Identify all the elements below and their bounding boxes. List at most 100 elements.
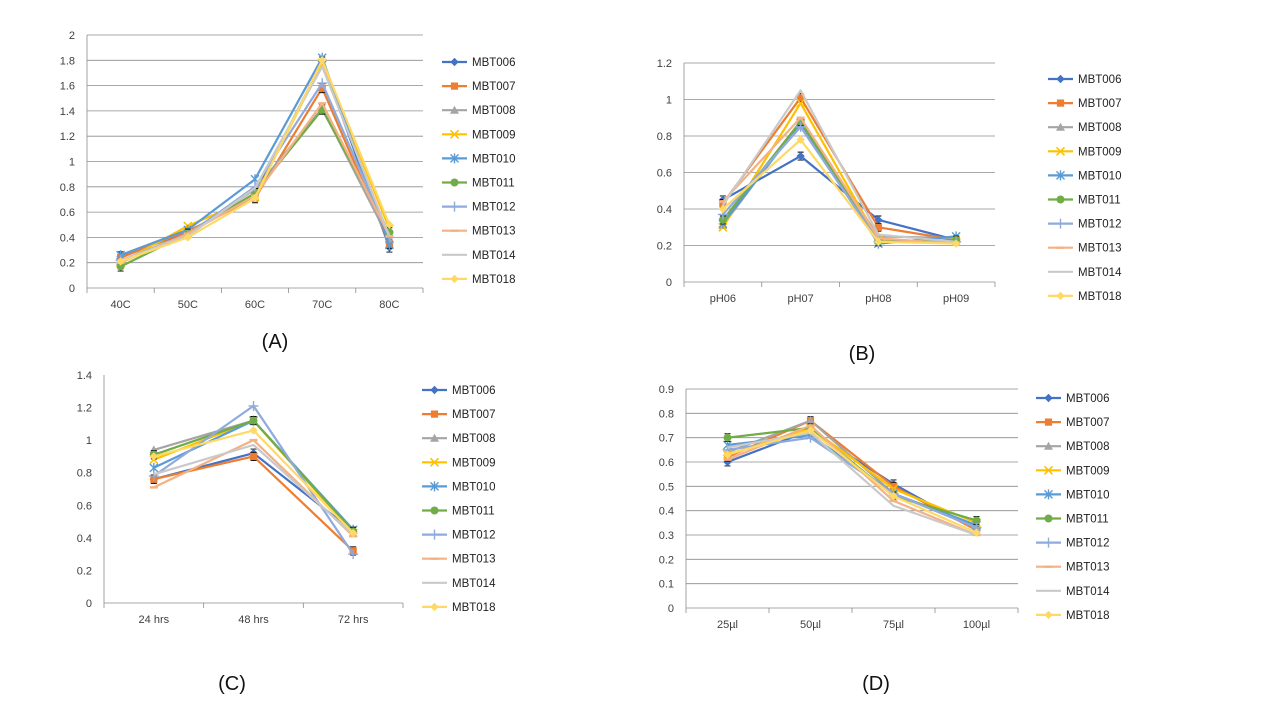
legend-item: MBT018 (422, 602, 495, 614)
x-tick-label: 50µl (800, 619, 821, 631)
chart-a: 0 0.2 0.4 0.6 0.8 1 1.2 1.4 1.6 1.8 2 40C 50C 60C 70C 8… (60, 30, 516, 311)
y-tick-label: 0.6 (659, 457, 674, 469)
legend-marker (450, 82, 459, 90)
legend-label: MBT008 (452, 433, 495, 445)
chart-d: 0 0.1 0.2 0.3 0.4 0.5 0.6 0.7 0.8 0.9 25µl 50µl 75µl… (659, 384, 1110, 631)
legend-item: MBT018 (1048, 291, 1121, 303)
legend-item: MBT009 (422, 457, 495, 469)
legend-label: MBT013 (452, 554, 495, 566)
legend-marker (1055, 146, 1066, 156)
data-point (796, 151, 805, 161)
x-tick-label: 80C (379, 299, 399, 311)
x-tick-label: pH09 (943, 293, 969, 305)
series-mbt018 (149, 426, 358, 538)
legend-marker (1056, 122, 1065, 131)
legend-item: MBT009 (1036, 465, 1109, 477)
chart-c: 0 0.2 0.4 0.6 0.8 1 1.2 1.4 24 hrs 48 hrs 72 hrs MB… (77, 370, 496, 626)
legend-marker (430, 481, 439, 492)
series-line (153, 419, 355, 533)
legend-label: MBT013 (1078, 243, 1121, 255)
legend-label: MBT009 (472, 129, 515, 141)
data-point (796, 135, 805, 144)
series-line (153, 419, 355, 531)
legend-item: MBT006 (1036, 393, 1109, 405)
y-tick-label: 0.2 (659, 554, 674, 566)
legend-label: MBT007 (1066, 417, 1109, 429)
data-point (250, 193, 260, 203)
legend-item: MBT011 (1036, 514, 1109, 526)
legend-label: MBT014 (1078, 267, 1122, 279)
series-line (153, 443, 354, 536)
data-point (248, 400, 259, 411)
legend-label: MBT011 (1066, 514, 1109, 526)
data-point (249, 426, 258, 435)
data-point (116, 257, 125, 266)
legend-label: MBT006 (1078, 74, 1121, 86)
series-mbt014 (120, 65, 391, 262)
y-tick-label: 0.2 (60, 258, 75, 270)
x-tick-label: 40C (111, 299, 131, 311)
y-tick-label: 1.8 (60, 55, 75, 67)
y-tick-label: 0.8 (60, 182, 75, 194)
legend-marker (430, 385, 439, 395)
legend-item: MBT008 (422, 433, 495, 445)
legend-label: MBT014 (1066, 586, 1110, 598)
legend-item: MBT010 (422, 481, 495, 493)
x-tick-label: 50C (178, 299, 198, 311)
series-line (727, 431, 977, 537)
legend-label: MBT009 (1066, 465, 1109, 477)
legend-marker (1056, 170, 1065, 181)
legend-marker (1043, 537, 1054, 548)
panel-label-a: (A) (262, 331, 289, 353)
data-point (148, 470, 159, 481)
panel-label-d: (D) (862, 673, 890, 695)
series-line (722, 155, 957, 242)
data-point (797, 94, 805, 102)
legend-marker (1044, 441, 1053, 450)
y-tick-label: 0.2 (657, 241, 672, 253)
legend-label: MBT014 (452, 578, 496, 590)
series-line (721, 89, 957, 243)
legend-label: MBT006 (452, 385, 495, 397)
legend-item: MBT014 (1048, 267, 1122, 279)
data-point (806, 416, 815, 425)
series-line (722, 96, 957, 242)
legend-label: MBT013 (472, 226, 515, 238)
legend-label: MBT012 (452, 530, 495, 542)
x-tick-label: 60C (245, 299, 265, 311)
legend-marker (430, 602, 439, 612)
y-tick-label: 0.8 (659, 408, 674, 420)
legend-item: MBT018 (1036, 610, 1109, 622)
data-point (889, 491, 898, 501)
panel-label-b: (B) (849, 343, 876, 365)
y-tick-label: 1.6 (60, 81, 75, 93)
series-line (722, 116, 957, 245)
legend-item: MBT006 (422, 385, 495, 397)
legend-label: MBT009 (1078, 146, 1121, 158)
series-line (727, 429, 977, 534)
legend-label: MBT013 (1066, 562, 1109, 574)
legend-marker (450, 153, 459, 164)
legend: MBT006 MBT007 MBT008 MBT009 MBT010 MBT011 MBT0… (1048, 74, 1122, 303)
legend-label: MBT011 (472, 178, 515, 190)
legend-item: MBT008 (442, 105, 515, 117)
legend-item: MBT012 (422, 530, 495, 542)
data-point (348, 549, 359, 560)
y-tick-label: 0.3 (659, 530, 674, 542)
legend-item: MBT011 (442, 178, 515, 190)
series-mbt018 (116, 56, 394, 266)
y-tick-label: 0.4 (659, 506, 674, 518)
y-tick-label: 0.6 (77, 500, 92, 512)
y-tick-label: 0.4 (77, 533, 92, 545)
legend-item: MBT014 (442, 250, 516, 262)
series-line (722, 138, 957, 245)
legend-item: MBT007 (1048, 98, 1121, 110)
data-point (149, 452, 159, 461)
y-tick-label: 0 (69, 283, 75, 295)
data-point (348, 528, 358, 538)
series-mbt014 (727, 431, 977, 537)
y-tick-label: 0.8 (77, 468, 92, 480)
x-tick-label: pH06 (710, 293, 736, 305)
y-tick-label: 0.6 (60, 207, 75, 219)
